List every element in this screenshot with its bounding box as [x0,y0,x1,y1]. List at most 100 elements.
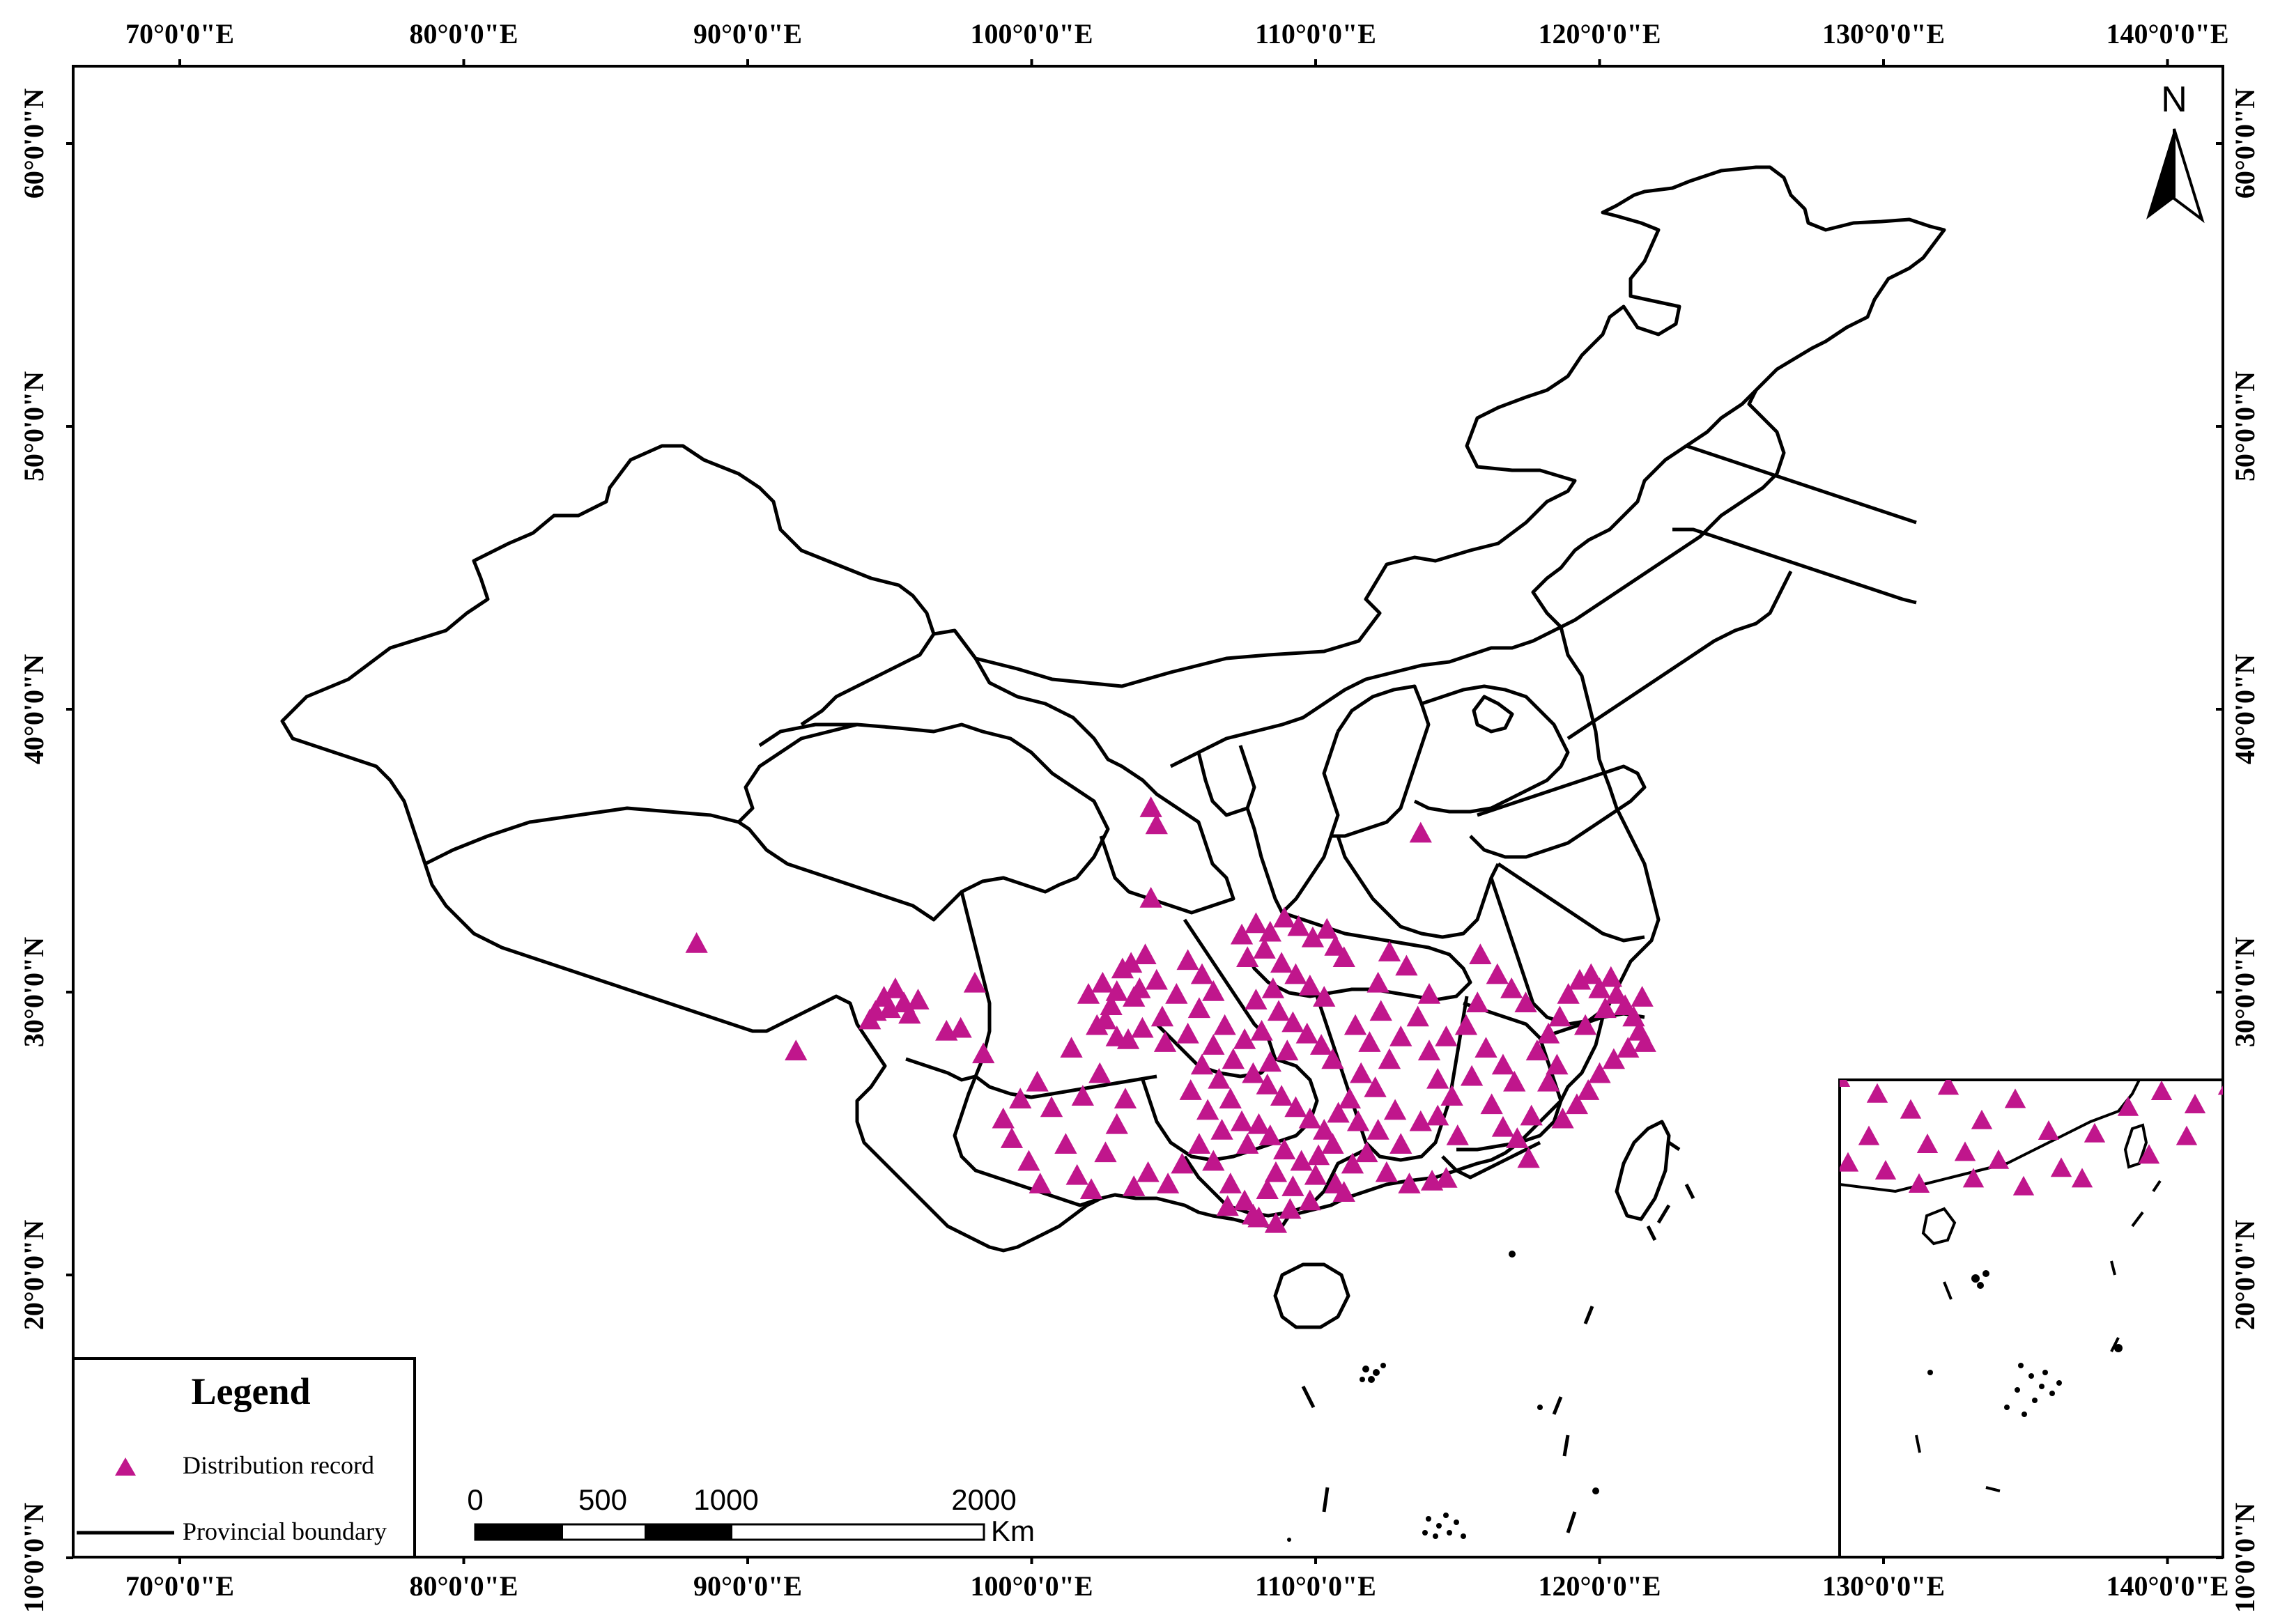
distribution-record-marker [949,1016,972,1038]
inset-dashes [1915,1180,2162,1492]
distribution-record-marker [1281,1011,1304,1033]
distribution-record-marker [1139,796,1162,817]
distribution-record-marker [1290,1150,1313,1171]
north-label: N [2161,79,2187,120]
distribution-record-marker [1491,1053,1515,1075]
distribution-record-marker [1202,1034,1225,1055]
north-arrow: N [2146,79,2205,224]
distribution-record-marker [1179,1079,1202,1100]
distribution-record-marker [1128,977,1151,998]
distribution-record-marker [1216,1195,1239,1216]
inset-record-marker [1874,1160,1897,1180]
latitude-tick-label: 60°0'0"N [18,88,49,199]
distribution-record-marker [1236,946,1259,968]
sea-dashes [1301,1204,1671,1533]
boundary-inner-mongolia [1169,389,1786,768]
inset-distribution-records [1840,1080,2223,1196]
latitude-tick-label: 40°0'0"N [2229,654,2261,764]
latitude-tick-label: 30°0'0"N [18,937,49,1047]
distribution-record-marker [858,1008,881,1030]
distribution-record-marker [1506,1127,1529,1148]
distribution-record-marker [1537,1022,1560,1044]
distribution-record-marker [1230,1110,1254,1131]
distribution-record-marker [1491,1115,1515,1137]
distribution-record-marker [1389,1025,1412,1046]
latitude-tick-label: 30°0'0"N [2229,937,2261,1047]
scale-bar-segment-1 [475,1524,563,1540]
inset-record-marker [2012,1175,2035,1196]
distribution-record-marker [1358,1031,1381,1052]
scale-unit: Km [991,1515,1035,1547]
distribution-record-marker [1565,1093,1589,1115]
distribution-record-marker [1245,912,1268,934]
latitude-tick-label: 10°0'0"N [18,1503,49,1613]
longitude-tick-label: 120°0'0"E [1539,18,1661,49]
hainan-island [1273,1262,1350,1329]
latitude-labels-left: 10°0'0"N 20°0'0"N 30°0'0"N 40°0'0"N 50°0'0"N… [18,88,73,1613]
distribution-record-marker [1202,1150,1225,1171]
inset-record-marker [1962,1168,1985,1188]
distribution-record-marker [1264,1212,1288,1233]
distribution-record-marker [1213,1014,1236,1035]
distribution-record-marker [1208,1067,1231,1089]
longitude-tick-label: 130°0'0"E [1822,1570,1945,1602]
inset-record-marker [2184,1094,2206,1113]
distribution-record-marker [1307,1144,1330,1166]
distribution-record-marker [1196,1099,1219,1120]
distribution-record-marker [992,1107,1015,1129]
distribution-record-marker [1546,1053,1569,1075]
distribution-record-marker [1230,923,1254,945]
distribution-record-marker [1284,1096,1307,1118]
distribution-record-marker [1187,1133,1211,1154]
distribution-record-marker [1017,1150,1040,1171]
distribution-record-marker [1343,1014,1367,1035]
taiwan-island [1615,1120,1671,1221]
distribution-record-marker [1426,1067,1449,1089]
island-dots [1287,1251,1599,1542]
distribution-record-marker [1026,1070,1049,1092]
distribution-record-marker [1137,1161,1160,1182]
inset-record-marker [1858,1125,1880,1145]
distribution-record-marker [1287,915,1310,936]
distribution-record-marker [1366,1118,1389,1140]
distribution-record-marker [1210,1118,1233,1140]
distribution-record-marker [1551,1107,1574,1129]
distribution-record-marker [1000,1127,1024,1148]
legend-record-label: Distribution record [183,1451,374,1479]
longitude-tick-label: 140°0'0"E [2107,1570,2229,1602]
distribution-record-marker [1304,1163,1327,1185]
longitude-tick-label: 110°0'0"E [1255,18,1376,49]
legend-boundary-label: Provincial boundary [183,1517,387,1545]
distribution-record-marker [1131,1016,1154,1038]
distribution-record-marker [1378,1048,1401,1069]
distribution-record-marker [1264,1161,1288,1182]
latitude-tick-label: 10°0'0"N [2229,1503,2261,1613]
inset-island-dots [1927,1270,2123,1417]
distribution-record-marker [1580,963,1603,984]
legend: Legend Distribution record Provincial bo… [72,1357,416,1559]
scale-label-2000: 2000 [951,1483,1016,1516]
distribution-record-marker [1145,968,1168,990]
distribution-record-marker [963,971,987,993]
boundary-ningxia [1196,745,1256,817]
longitude-tick-label: 110°0'0"E [1255,1570,1376,1602]
latitude-tick-label: 60°0'0"N [2229,88,2261,199]
distribution-record-marker [1298,974,1321,996]
distribution-record-marker [1256,1178,1279,1199]
distribution-record-marker [1605,983,1628,1004]
longitude-tick-label: 120°0'0"E [1539,1570,1661,1602]
distribution-record-marker [1446,1124,1469,1145]
distribution-record-marker [1466,991,1489,1012]
distribution-record-marker [1270,952,1293,973]
sea-dashes-inset [1668,1140,1695,1200]
distribution-record-marker [1548,1005,1571,1027]
scale-label-500: 500 [578,1483,627,1516]
distribution-record-marker [1500,977,1523,998]
inset-record-marker [1916,1134,1939,1153]
distribution-record-marker [1187,997,1211,1019]
longitude-tick-label: 90°0'0"E [693,1570,802,1602]
distribution-record-marker [1338,1088,1362,1109]
distribution-record-marker [1236,1133,1259,1154]
distribution-record-marker [1258,1051,1281,1072]
distribution-record-marker [1486,963,1509,984]
